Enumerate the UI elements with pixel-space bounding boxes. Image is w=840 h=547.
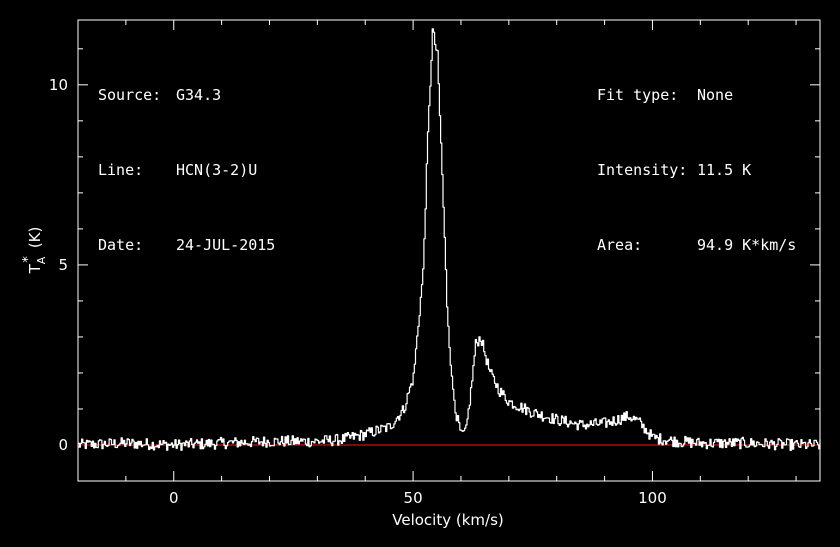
intensity-key: Intensity: xyxy=(597,161,688,179)
y-axis-label-subscript: A xyxy=(35,256,48,264)
y-axis-label-unit: (K) xyxy=(26,227,44,249)
header-info-right: Fit type: None Intensity: 11.5 K Area: 94.9… xyxy=(597,33,796,308)
area-row: Area: 94.9 K*km/s xyxy=(597,233,796,258)
line-value: HCN(3-2)U xyxy=(176,161,258,179)
y-axis-label-main: T xyxy=(26,263,44,274)
date-value: 24-JUL-2015 xyxy=(176,236,276,254)
intensity-row: Intensity: 11.5 K xyxy=(597,158,796,183)
source-key: Source: xyxy=(98,86,162,104)
x-tick-label: 100 xyxy=(638,489,667,507)
y-axis-label: TA* (K) xyxy=(21,227,48,275)
source-value: G34.3 xyxy=(176,86,222,104)
x-tick-label: 0 xyxy=(169,489,179,507)
area-value: 94.9 K*km/s xyxy=(697,236,797,254)
x-tick-label: 50 xyxy=(404,489,423,507)
x-axis-label: Velocity (km/s) xyxy=(392,511,503,529)
header-info-left: Source: G34.3 Line: HCN(3-2)U Date: 24-JUL-… xyxy=(98,33,275,308)
y-axis-label-superscript: * xyxy=(21,256,36,263)
source-row: Source: G34.3 xyxy=(98,83,275,108)
plot-frame xyxy=(77,19,821,482)
line-key: Line: xyxy=(98,161,144,179)
intensity-value: 11.5 K xyxy=(697,161,752,179)
fit-type-key: Fit type: xyxy=(597,86,679,104)
area-key: Area: xyxy=(597,236,643,254)
axis-ticks: 0 50 100 0 5 10 xyxy=(49,20,820,507)
svg-text:TA*(K): TA* (K) xyxy=(21,227,48,275)
y-tick-label: 5 xyxy=(58,256,68,274)
y-tick-label: 10 xyxy=(49,76,68,94)
date-key: Date: xyxy=(98,236,144,254)
fit-type-row: Fit type: None xyxy=(597,83,796,108)
line-row: Line: HCN(3-2)U xyxy=(98,158,275,183)
date-row: Date: 24-JUL-2015 xyxy=(98,233,275,258)
fit-type-value: None xyxy=(697,86,734,104)
y-tick-label: 0 xyxy=(58,436,68,454)
spectrum-series-line xyxy=(78,28,821,451)
